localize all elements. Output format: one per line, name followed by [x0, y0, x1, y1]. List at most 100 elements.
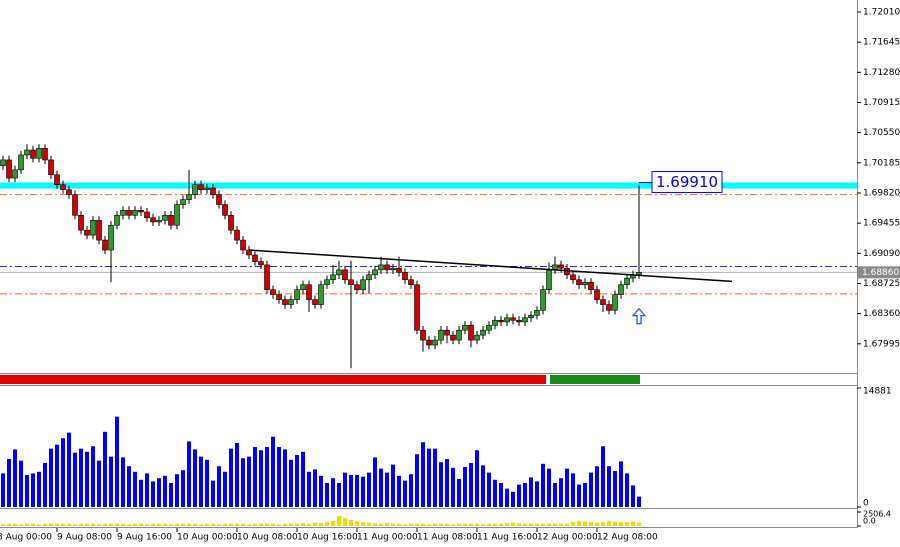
indicator-bar	[97, 524, 101, 526]
volume-bar	[277, 447, 281, 507]
indicator-bar	[49, 523, 53, 526]
volume-bar	[175, 474, 179, 507]
candle-body	[612, 294, 618, 311]
volume-bar	[43, 463, 47, 507]
indicator-bar	[109, 523, 113, 526]
volume-bar	[91, 446, 95, 507]
candle-body	[252, 254, 258, 262]
candle-body	[330, 274, 336, 281]
y-tick-label: 1.67995	[863, 339, 900, 349]
candle-body	[636, 272, 642, 276]
volume-bar	[517, 484, 521, 507]
candle-body	[444, 329, 450, 336]
volume-bar	[103, 431, 107, 507]
candle-body	[408, 279, 414, 286]
volume-bar	[271, 436, 275, 507]
x-tick-label: 11 Aug 16:00	[477, 533, 538, 543]
volume-bar	[553, 483, 557, 507]
volume-bar	[121, 457, 125, 507]
indicator-bar	[43, 523, 47, 526]
indicator-bar	[253, 523, 257, 526]
candle-body	[168, 214, 174, 226]
volume-bar	[499, 483, 503, 507]
candle-body	[618, 284, 624, 295]
x-tick-label: 12 Aug 08:00	[597, 533, 658, 543]
y-tick-label: 1.69455	[863, 219, 900, 229]
volume-bar	[115, 416, 119, 507]
candle-body	[114, 214, 120, 226]
candle-body	[546, 269, 552, 290]
volume-bar	[385, 472, 389, 507]
indicator-bar	[487, 523, 491, 526]
indicator-bar	[505, 523, 509, 526]
volume-bar	[583, 483, 587, 507]
indicator-bar	[385, 523, 389, 526]
volume-bar	[457, 479, 461, 507]
indicator-bar	[265, 523, 269, 526]
indicator-bar	[247, 524, 251, 526]
indicator-bar	[259, 523, 263, 526]
volume-bar	[631, 485, 635, 507]
candle-body	[210, 187, 216, 195]
volume-bar	[493, 479, 497, 507]
volume-bar	[229, 448, 233, 507]
indicator-bar	[439, 523, 443, 526]
candle-body	[360, 279, 366, 290]
volume-bar	[331, 478, 335, 507]
indicator-bar	[475, 523, 479, 526]
volume-bar	[151, 481, 155, 507]
indicator-bar	[391, 523, 395, 526]
volume-bar	[391, 464, 395, 507]
candle-body	[558, 264, 564, 269]
candle-body	[456, 329, 462, 341]
indicator-bar	[547, 523, 551, 526]
volume-bar	[133, 471, 137, 507]
volume-bar	[607, 466, 611, 507]
candle-body	[228, 214, 234, 231]
y-tick-label: 1.72010	[863, 7, 900, 17]
trendline	[248, 249, 733, 283]
indicator-bar	[25, 523, 29, 526]
volume-bar	[67, 432, 71, 507]
indicator-bar	[301, 523, 305, 526]
volume-bar	[289, 459, 293, 507]
indicator-bar	[457, 523, 461, 526]
indicator-bar	[241, 523, 245, 526]
candle-body	[192, 184, 198, 195]
indicator-bar	[175, 523, 179, 526]
indicator-bar	[61, 523, 65, 526]
indicator-bar	[115, 523, 119, 526]
candle-body	[468, 324, 474, 341]
indicator-bar	[523, 523, 527, 526]
candle-body	[276, 294, 282, 300]
candle-body	[234, 229, 240, 241]
volume-bar	[349, 475, 353, 507]
indicator-bar	[583, 521, 587, 526]
indicator-bar	[379, 523, 383, 526]
volume-bar	[31, 473, 35, 507]
indicator-bar	[55, 523, 59, 526]
indicator-bar	[313, 522, 317, 526]
signal-bar-red	[0, 375, 546, 384]
volume-bar	[145, 473, 149, 507]
candle-body	[354, 284, 360, 290]
volume-bar	[595, 466, 599, 507]
indicator-bar	[319, 523, 323, 526]
candle-body	[498, 319, 504, 323]
x-tick-label: 10 Aug 00:00	[177, 533, 238, 543]
indicator-bar	[157, 523, 161, 526]
indicator-bar	[517, 523, 521, 526]
candle-body	[162, 214, 168, 221]
candle-body	[126, 210, 132, 216]
volume-bar	[475, 450, 479, 507]
x-tick-label: 9 Aug 08:00	[57, 533, 112, 543]
volume-bar	[487, 472, 491, 507]
indicator-bar	[463, 523, 467, 526]
signal-arrow	[631, 307, 647, 325]
candle-body	[624, 277, 630, 286]
indicator-tick-label: 2506.4	[863, 510, 891, 519]
candle-body	[486, 324, 492, 331]
y-tick-label: 1.68360	[863, 309, 900, 319]
